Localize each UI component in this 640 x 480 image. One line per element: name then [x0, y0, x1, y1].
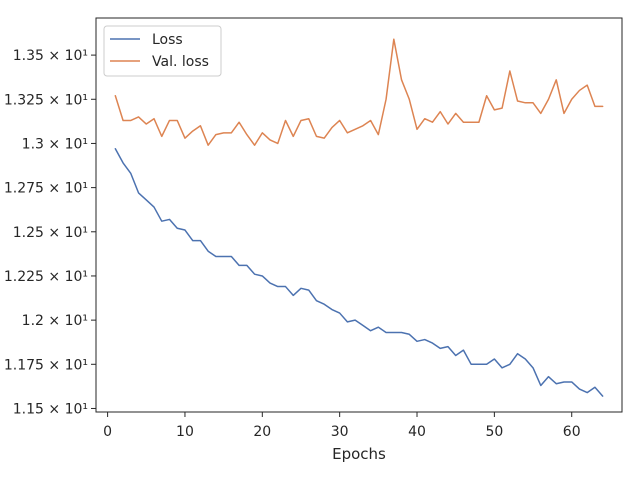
legend: Loss Val. loss	[103, 25, 222, 77]
y-tick-label: 1.325 × 10¹	[4, 92, 88, 108]
x-tick-label: 30	[331, 424, 349, 440]
x-tick-label: 40	[408, 424, 426, 440]
y-tick-label: 1.3 × 10¹	[22, 136, 88, 152]
y-tick-label: 1.275 × 10¹	[4, 181, 88, 197]
x-tick-label: 10	[176, 424, 194, 440]
plot-area	[96, 18, 622, 412]
x-tick-label: 50	[485, 424, 503, 440]
legend-label-val-loss: Val. loss	[152, 54, 209, 70]
y-tick-label: 1.15 × 10¹	[13, 401, 88, 417]
y-tick-label: 1.2 × 10¹	[22, 313, 88, 329]
series-line-val-loss	[114, 38, 604, 146]
y-tick-label: 1.35 × 10¹	[13, 48, 88, 64]
y-tick-label: 1.225 × 10¹	[4, 269, 88, 285]
y-tick-label: 1.175 × 10¹	[4, 357, 88, 373]
x-tick-label: 0	[103, 424, 112, 440]
plot-background	[96, 18, 622, 412]
y-tick-label: 1.25 × 10¹	[13, 225, 88, 241]
x-tick-label: 20	[253, 424, 271, 440]
series-line-loss	[114, 147, 604, 397]
axes-frame	[95, 17, 623, 413]
x-tick-label: 60	[563, 424, 581, 440]
x-axis-label: Epochs	[332, 445, 386, 463]
series-layer	[114, 38, 604, 397]
axes-layer: 0 10 20 30 40 50 60 1.15 × 10¹ 1.175 × 10¹ 1.2 × …	[4, 17, 623, 440]
legend-label-loss: Loss	[152, 32, 183, 48]
